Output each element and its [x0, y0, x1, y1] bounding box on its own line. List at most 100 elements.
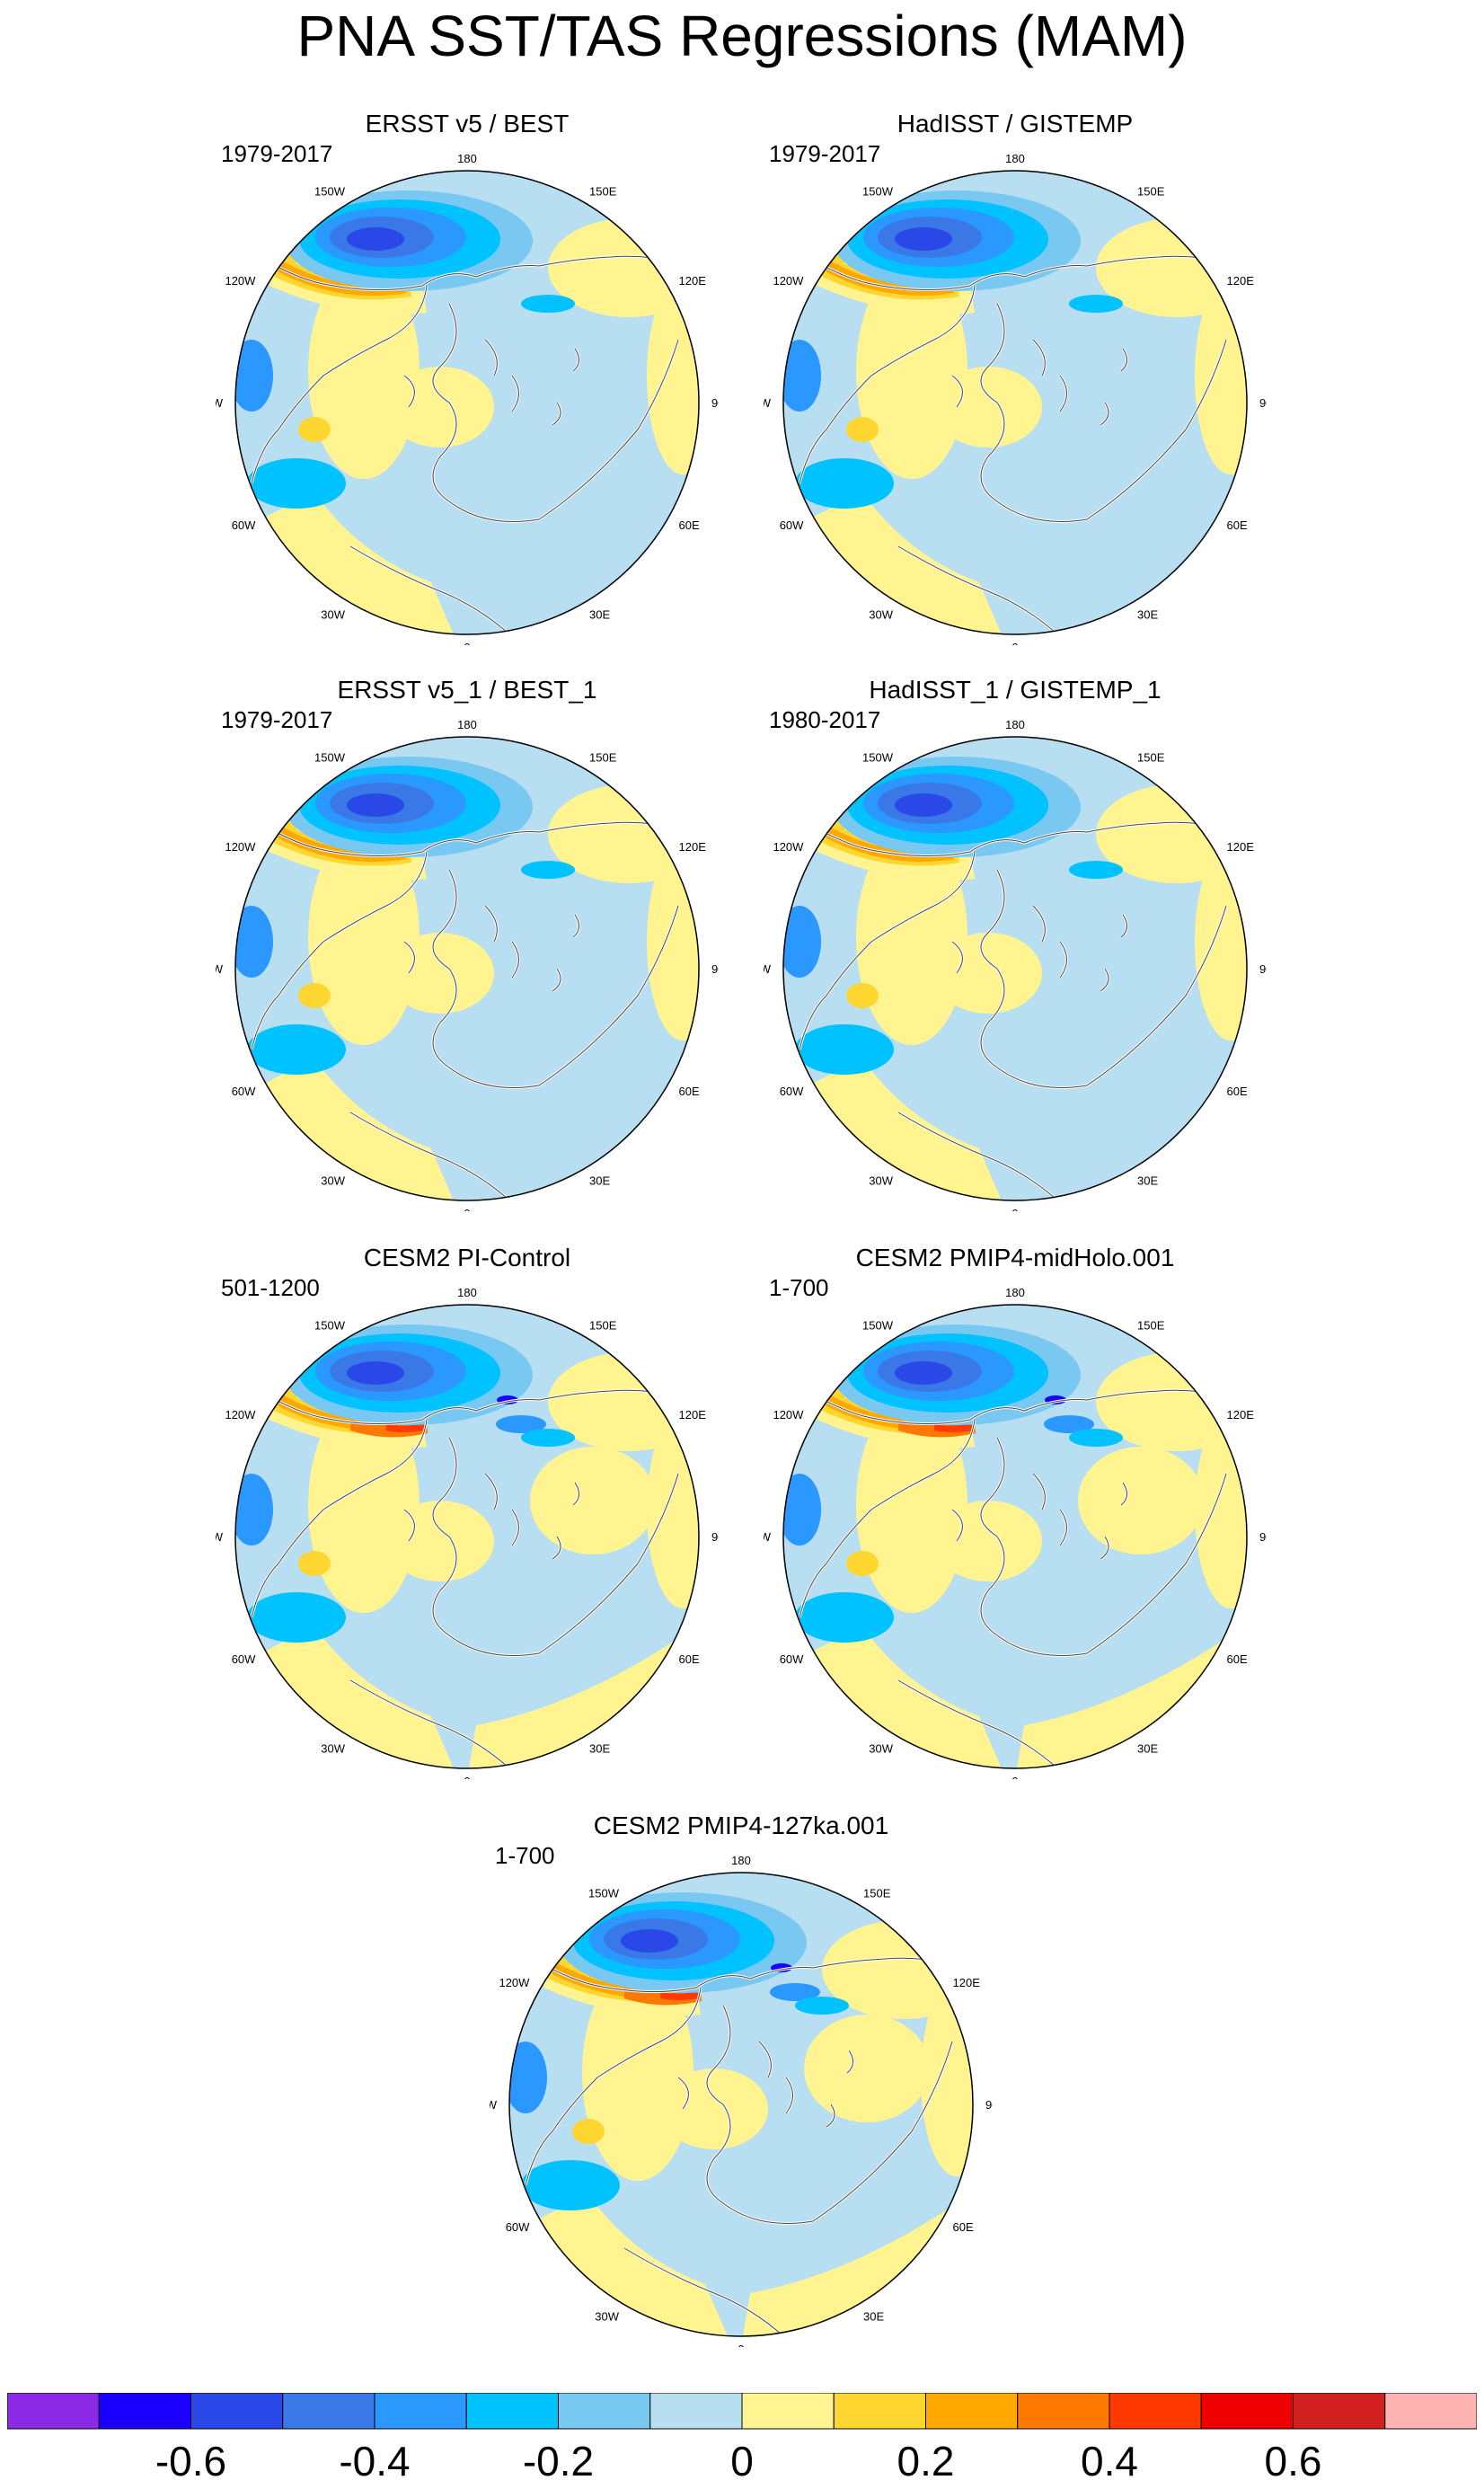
panel-period: 1979-2017	[769, 140, 881, 167]
panel-period: 501-1200	[221, 1274, 320, 1301]
longitude-label: 0	[738, 2343, 744, 2347]
colorbar: -0.6 -0.4 -0.2 0 0.2 0.4 0.6	[7, 2393, 1477, 2485]
longitude-label: 180	[1005, 718, 1025, 731]
map-boundary	[782, 736, 1248, 1201]
longitude-label: 150W	[862, 750, 894, 764]
longitude-label: 120E	[679, 840, 707, 854]
colorbar-tick-label: -0.4	[339, 2438, 410, 2485]
longitude-label: 30W	[869, 608, 893, 622]
longitude-label: 60E	[1227, 1652, 1248, 1666]
colorbar-swatch	[374, 2393, 467, 2430]
longitude-label: 90E	[1259, 1530, 1267, 1544]
longitude-label: 90W	[216, 962, 224, 976]
map-boundary	[234, 170, 700, 635]
longitude-label: 90W	[216, 396, 224, 410]
colorbar-swatch	[1017, 2393, 1110, 2430]
colorbar-swatch	[1200, 2393, 1294, 2430]
longitude-label: 180	[457, 152, 477, 165]
map-boundary	[234, 736, 700, 1201]
longitude-label: 90W	[764, 962, 772, 976]
longitude-label: 0	[464, 641, 470, 645]
colorbar-swatch	[465, 2393, 559, 2430]
longitude-label: 30E	[1137, 608, 1158, 622]
colorbar-tick-label: -0.6	[155, 2438, 226, 2485]
longitude-label: 30W	[595, 2310, 619, 2324]
regression-field	[235, 171, 699, 634]
longitude-label: 150E	[1137, 750, 1165, 764]
longitude-label: 90E	[711, 1530, 719, 1544]
longitude-label: 30W	[869, 1742, 893, 1756]
longitude-label: 90E	[711, 396, 719, 410]
longitude-label: 150E	[589, 750, 617, 764]
regression-field	[783, 171, 1247, 634]
longitude-label: 120E	[953, 1976, 981, 1989]
longitude-label: 60E	[1227, 1085, 1248, 1098]
longitude-label: 120W	[773, 840, 804, 854]
panel-title: HadISST / GISTEMP	[897, 110, 1134, 137]
longitude-label: 90E	[1259, 962, 1267, 976]
longitude-label: 150E	[589, 184, 617, 198]
longitude-label: 180	[457, 718, 477, 731]
longitude-label: 30E	[1137, 1742, 1158, 1756]
polar-map: 180 150E 120E 90E 60E 30E 0 30W 60W 90W 120W 150W	[216, 152, 719, 645]
longitude-label: 60W	[780, 1652, 804, 1666]
panel-period: 1979-2017	[221, 706, 333, 733]
longitude-label: 60E	[679, 1652, 700, 1666]
longitude-label: 120W	[225, 840, 256, 854]
panel-title: CESM2 PMIP4-midHolo.001	[855, 1244, 1175, 1271]
longitude-label: 0	[464, 1775, 470, 1779]
longitude-label: 0	[464, 1207, 470, 1211]
map-boundary	[508, 1872, 974, 2337]
regression-field	[235, 737, 699, 1200]
map-boundary	[234, 1304, 700, 1769]
map-boundary	[782, 170, 1248, 635]
longitude-label: 60W	[232, 518, 256, 532]
map-panel: HadISST_1 / GISTEMP_1 1980-2017 180 150E 1…	[764, 672, 1267, 1211]
longitude-label: 120W	[225, 1408, 256, 1422]
longitude-label: 90E	[1259, 396, 1267, 410]
longitude-label: 60E	[953, 2220, 974, 2234]
panel-title: ERSST v5 / BEST	[365, 110, 570, 137]
longitude-label: 120W	[225, 274, 256, 288]
map-panel: CESM2 PMIP4-127ka.001 1-700 180 150E 120E 9…	[490, 1808, 993, 2347]
longitude-label: 180	[731, 1854, 751, 1867]
longitude-label: 60W	[780, 518, 804, 532]
panel-period: 1-700	[495, 1842, 555, 1869]
longitude-label: 30E	[1137, 1174, 1158, 1188]
polar-map: 180 150E 120E 90E 60E 30E 0 30W 60W 90W 120W 150W	[216, 718, 719, 1211]
colorbar-tick-label: 0	[730, 2438, 754, 2485]
colorbar-tick-label: 0.6	[1265, 2438, 1322, 2485]
longitude-label: 120E	[679, 274, 707, 288]
longitude-label: 150W	[314, 184, 346, 198]
polar-map: 180 150E 120E 90E 60E 30E 0 30W 60W 90W 120W 150W	[490, 1854, 993, 2347]
longitude-label: 0	[1011, 1775, 1018, 1779]
colorbar-swatch	[7, 2393, 100, 2430]
longitude-label: 30E	[589, 1174, 610, 1188]
longitude-label: 120W	[499, 1976, 530, 1989]
figure-title: PNA SST/TAS Regressions (MAM)	[296, 4, 1188, 68]
panel-title: CESM2 PI-Control	[363, 1244, 571, 1271]
longitude-label: 60W	[506, 2220, 530, 2234]
longitude-label: 90E	[985, 2098, 993, 2112]
colorbar-tick-label: 0.4	[1081, 2438, 1138, 2485]
colorbar-tick-label: 0.2	[897, 2438, 955, 2485]
longitude-label: 90E	[711, 962, 719, 976]
colorbar-swatch	[649, 2393, 743, 2430]
longitude-label: 120W	[773, 274, 804, 288]
longitude-label: 30W	[321, 1174, 345, 1188]
panel-period: 1980-2017	[769, 706, 881, 733]
longitude-label: 120E	[1227, 1408, 1255, 1422]
colorbar-swatch	[833, 2393, 926, 2430]
panel-period: 1-700	[769, 1274, 829, 1301]
longitude-label: 60E	[679, 518, 700, 532]
map-boundary	[782, 1304, 1248, 1769]
colorbar-swatch	[1109, 2393, 1202, 2430]
longitude-label: 150W	[314, 1318, 346, 1332]
longitude-label: 150E	[1137, 1318, 1165, 1332]
longitude-label: 90W	[216, 1530, 224, 1544]
map-panel: ERSST v5_1 / BEST_1 1979-2017 180 150E 120…	[216, 672, 719, 1211]
longitude-label: 150E	[1137, 184, 1165, 198]
polar-map: 180 150E 120E 90E 60E 30E 0 30W 60W 90W 120W 150W	[764, 1286, 1267, 1779]
longitude-label: 60E	[679, 1085, 700, 1098]
longitude-label: 0	[1011, 1207, 1018, 1211]
